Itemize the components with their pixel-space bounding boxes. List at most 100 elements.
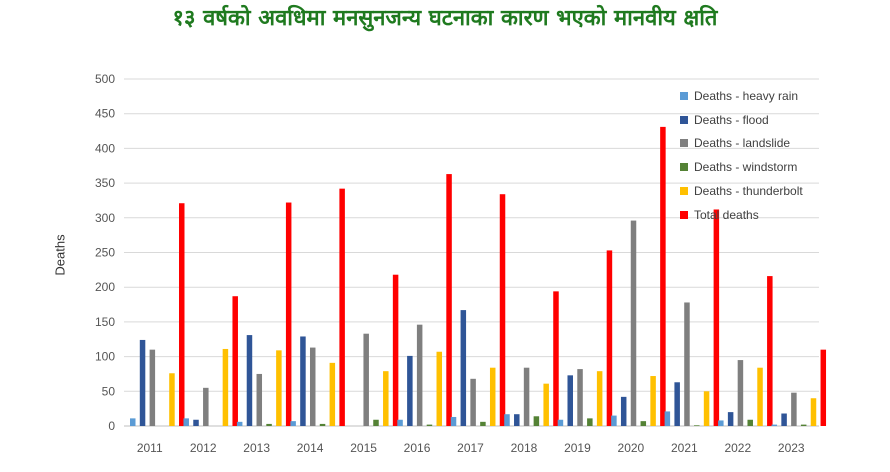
x-tick-label: 2019 [564, 441, 591, 455]
chart-title: १३ वर्षको अवधिमा मनसुनजन्य घटनाका कारण भ… [172, 6, 718, 31]
legend-label: Deaths - flood [694, 112, 769, 127]
x-tick-label: 2013 [243, 441, 270, 455]
bar-total-deaths-2019 [606, 250, 613, 426]
bar-deaths-flood-2020 [620, 396, 627, 426]
y-tick-label: 50 [102, 384, 116, 398]
x-tick-label: 2012 [190, 441, 217, 455]
y-tick-label: 400 [95, 141, 115, 155]
bar-deaths-thunderbolt-2016 [436, 351, 443, 426]
bar-deaths-heavy-rain-2022 [718, 420, 724, 426]
bar-total-deaths-2022 [767, 276, 773, 426]
bar-deaths-thunderbolt-2020 [650, 376, 656, 426]
bar-deaths-flood-2017 [460, 310, 467, 426]
bars [130, 126, 827, 427]
bar-deaths-thunderbolt-2017 [489, 367, 496, 426]
bar-deaths-windstorm-2015 [373, 419, 379, 426]
bar-deaths-flood-2019 [567, 375, 573, 426]
bar-deaths-thunderbolt-2022 [757, 367, 763, 426]
bar-total-deaths-2012 [232, 296, 238, 426]
bar-deaths-thunderbolt-2019 [596, 371, 603, 426]
bar-deaths-heavy-rain-2020 [611, 415, 617, 426]
bar-deaths-windstorm-2022 [747, 419, 753, 426]
bar-deaths-landslide-2022 [737, 360, 744, 426]
bar-deaths-thunderbolt-2011 [169, 373, 175, 426]
bar-deaths-windstorm-2013 [266, 423, 272, 426]
bar-deaths-thunderbolt-2014 [329, 362, 336, 426]
y-tick-label: 200 [95, 280, 115, 294]
legend-item: Deaths - landslide [680, 132, 803, 156]
bar-deaths-thunderbolt-2015 [383, 371, 389, 426]
bar-deaths-heavy-rain-2018 [504, 414, 510, 426]
bar-deaths-windstorm-2020 [640, 421, 647, 426]
bar-deaths-heavy-rain-2014 [290, 421, 296, 426]
bar-total-deaths-2011 [179, 203, 185, 426]
bar-total-deaths-2014 [339, 188, 345, 426]
bar-deaths-heavy-rain-2019 [557, 419, 564, 426]
legend-label: Deaths - windstorm [694, 160, 798, 175]
legend-swatch [680, 210, 688, 219]
y-tick-label: 500 [95, 72, 115, 86]
bar-total-deaths-2020 [660, 126, 666, 427]
bar-deaths-heavy-rain-2017 [450, 416, 457, 426]
x-tick-label: 2018 [511, 441, 538, 455]
y-tick-label: 450 [95, 107, 115, 121]
bar-deaths-flood-2023 [781, 413, 787, 426]
bar-deaths-heavy-rain-2013 [236, 421, 243, 426]
bar-deaths-thunderbolt-2021 [703, 391, 710, 426]
bar-deaths-windstorm-2023 [800, 424, 807, 426]
legend-label: Total deaths [694, 207, 759, 222]
bar-deaths-windstorm-2018 [533, 416, 540, 426]
x-tick-label: 2021 [671, 441, 698, 455]
bar-deaths-landslide-2017 [470, 378, 476, 426]
bar-total-deaths-2017 [499, 194, 506, 426]
bar-total-deaths-2021 [713, 209, 720, 426]
bar-deaths-landslide-2014 [309, 347, 316, 426]
legend-swatch [680, 163, 688, 172]
bar-total-deaths-2013 [285, 202, 292, 426]
x-tick-label: 2022 [724, 441, 751, 455]
bar-deaths-flood-2013 [246, 335, 253, 426]
legend-swatch [680, 187, 688, 196]
bar-deaths-landslide-2019 [577, 369, 583, 426]
bar-deaths-windstorm-2019 [587, 418, 593, 426]
legend-item: Deaths - thunderbolt [680, 179, 803, 203]
x-tick-label: 2017 [457, 441, 484, 455]
bar-total-deaths-2015 [392, 274, 399, 426]
bar-deaths-flood-2018 [514, 414, 520, 426]
legend-item: Total deaths [680, 203, 803, 227]
legend-label: Deaths - thunderbolt [694, 184, 803, 199]
bar-total-deaths-2016 [446, 174, 452, 426]
bar-deaths-landslide-2021 [684, 302, 690, 426]
bar-deaths-heavy-rain-2021 [664, 411, 671, 426]
bar-deaths-landslide-2016 [416, 324, 423, 426]
x-tick-label: 2014 [297, 441, 324, 455]
bar-deaths-flood-2011 [139, 339, 146, 426]
bar-deaths-heavy-rain-2023 [771, 424, 778, 426]
legend-swatch [680, 115, 688, 124]
bar-deaths-flood-2014 [300, 336, 306, 426]
bar-deaths-landslide-2013 [256, 373, 263, 426]
bar-deaths-landslide-2015 [363, 333, 369, 426]
bar-deaths-thunderbolt-2012 [222, 348, 229, 426]
bar-deaths-landslide-2020 [630, 220, 637, 426]
x-tick-label: 2020 [618, 441, 645, 455]
y-tick-label: 350 [95, 176, 115, 190]
bar-deaths-thunderbolt-2023 [810, 398, 817, 426]
bar-deaths-landslide-2023 [791, 392, 797, 426]
bar-deaths-landslide-2018 [523, 367, 530, 426]
legend-label: Deaths - heavy rain [694, 88, 799, 103]
legend-item: Deaths - heavy rain [680, 84, 803, 108]
x-axis-ticks: 2011 2012 2013 2014 2015 2016 2017 2018 2019 2020… [137, 441, 805, 455]
x-tick-label: 2023 [778, 441, 805, 455]
x-tick-label: 2016 [404, 441, 431, 455]
y-tick-label: 300 [95, 211, 115, 225]
legend-label: Deaths - landslide [694, 136, 791, 151]
bar-deaths-windstorm-2021 [694, 425, 700, 426]
y-tick-label: 150 [95, 315, 115, 329]
legend-item: Deaths - flood [680, 108, 803, 132]
bar-deaths-thunderbolt-2018 [543, 383, 549, 426]
x-tick-label: 2011 [137, 441, 163, 455]
legend-item: Deaths - windstorm [680, 155, 803, 179]
bar-deaths-flood-2012 [193, 419, 199, 426]
